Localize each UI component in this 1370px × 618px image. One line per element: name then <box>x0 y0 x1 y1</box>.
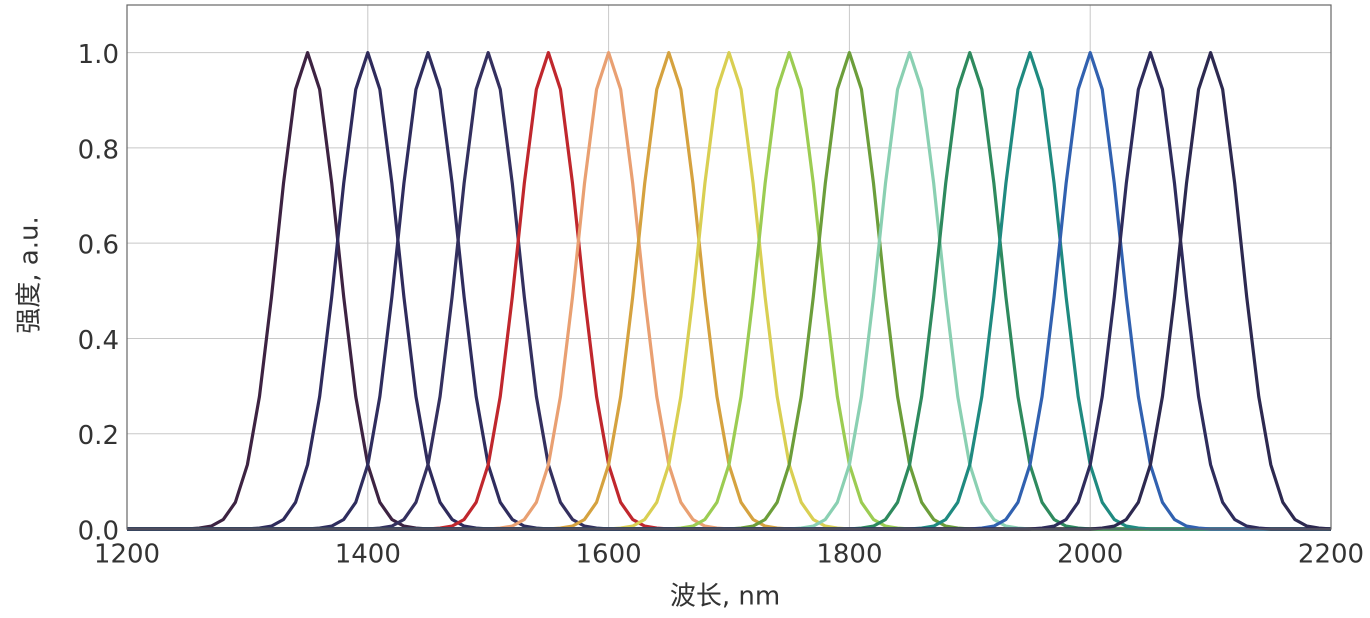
plot-frame <box>126 4 1332 530</box>
y-tick-label: 0.0 <box>78 517 119 547</box>
line <box>127 51 1331 531</box>
line <box>127 51 1331 531</box>
x-tick-label: 2000 <box>1057 540 1123 570</box>
line <box>127 51 1331 531</box>
line <box>127 51 1331 531</box>
y-tick-label: 0.8 <box>78 135 119 165</box>
y-tick-label: 0.4 <box>78 326 119 356</box>
line <box>127 51 1331 531</box>
x-tick-label: 1400 <box>335 540 401 570</box>
line <box>127 51 1331 531</box>
line <box>127 51 1332 531</box>
line <box>127 51 1331 531</box>
line <box>127 51 1331 531</box>
x-tick-label: 1800 <box>816 540 882 570</box>
line <box>127 51 1331 531</box>
y-tick-label: 0.2 <box>78 421 119 451</box>
y-tick-label: 1.0 <box>78 40 119 70</box>
x-tick-label: 2200 <box>1298 540 1364 570</box>
line <box>127 51 1331 531</box>
x-tick-label: 1200 <box>94 540 160 570</box>
y-tick-label: 0.6 <box>78 231 119 261</box>
line <box>127 51 1331 531</box>
x-tick-label: 1600 <box>576 540 642 570</box>
x-axis-label: 波长, nm <box>670 582 780 612</box>
y-axis-label: 强度, a.u. <box>15 216 45 333</box>
line <box>127 51 1331 531</box>
line <box>127 51 1331 531</box>
line <box>127 51 1331 531</box>
line <box>127 51 1331 531</box>
